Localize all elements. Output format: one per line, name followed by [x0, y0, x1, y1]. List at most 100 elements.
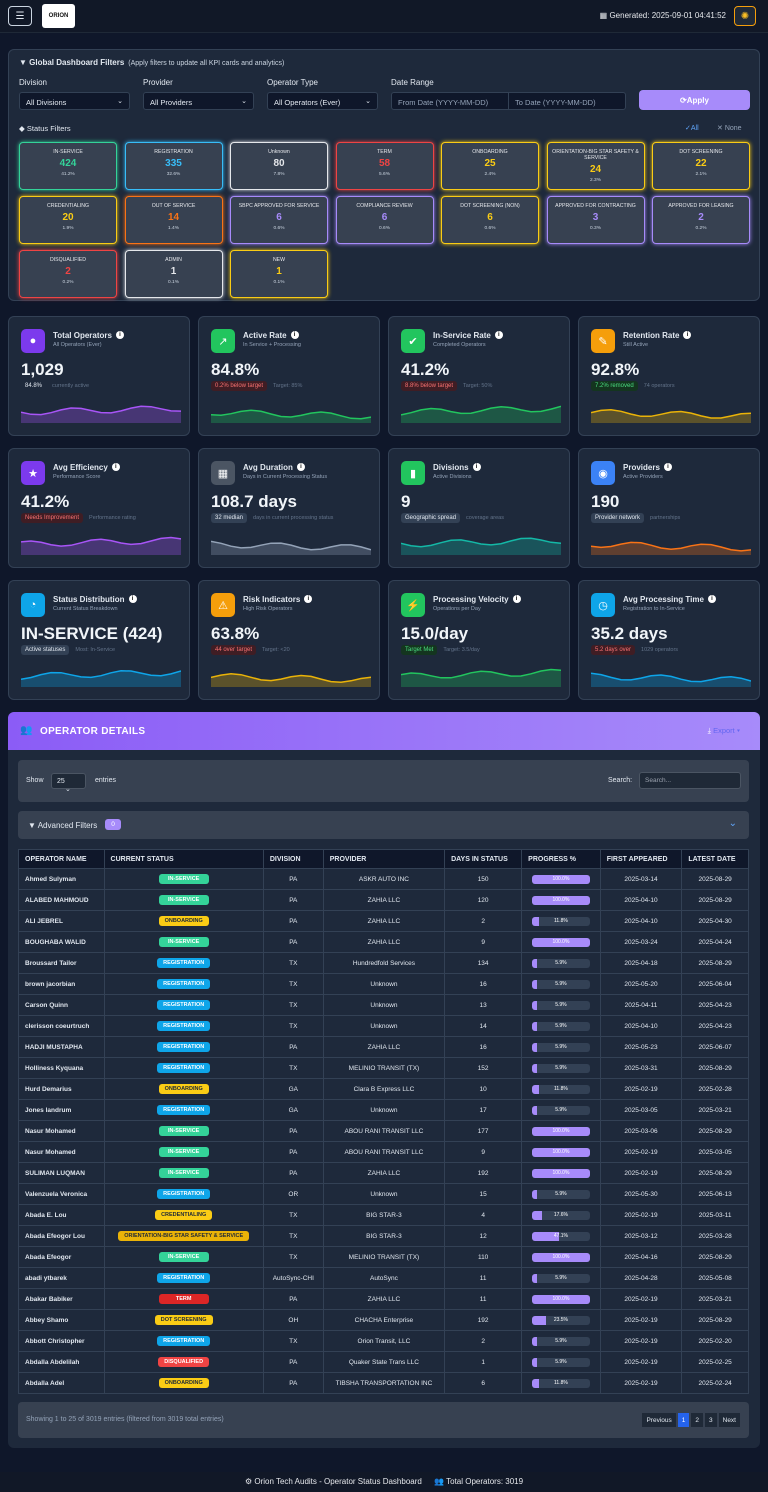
table-row[interactable]: Abada Efeogor Lou ORIENTATION-BIG STAR SA… — [18, 1225, 749, 1247]
table-row[interactable]: Valenzuela Veronica REGISTRATION OR Unknown… — [18, 1183, 749, 1205]
column-header[interactable]: DIVISION — [262, 849, 324, 869]
days-cell: 6 — [444, 1372, 523, 1394]
status-tile[interactable]: DOT SCREENING 22 2.1% — [652, 142, 750, 190]
first-appeared-cell: 2025-02-19 — [599, 1204, 683, 1226]
table-row[interactable]: brown jacorbian REGISTRATION TX Unknown 16 5.… — [18, 973, 749, 995]
column-header[interactable]: FIRST APPEARED — [599, 849, 683, 869]
status-tile[interactable]: ONBOARDING 25 2.4% — [441, 142, 539, 190]
column-header[interactable]: DAYS IN STATUS — [444, 849, 523, 869]
export-button[interactable]: ⤓ Export ▾ — [707, 726, 740, 735]
status-tile[interactable]: DISQUALIFIED 2 0.2% — [19, 250, 117, 298]
status-tile[interactable]: CREDENTIALING 20 1.9% — [19, 196, 117, 244]
table-row[interactable]: Abdalla Adel ONBOARDING PA TIBSHA TRANSPORT… — [18, 1372, 749, 1394]
latest-date-cell: 2025-04-30 — [681, 910, 749, 932]
table-row[interactable]: Abdalla Abdelilah DISQUALIFIED PA Quaker St… — [18, 1351, 749, 1373]
column-header[interactable]: PROVIDER — [322, 849, 446, 869]
info-icon[interactable]: i — [115, 331, 124, 339]
page-size-select[interactable]: 25 ⌄ — [51, 773, 86, 793]
table-row[interactable]: Abada Efeogor IN-SERVICE TX MELINIO TRANSIT… — [18, 1246, 749, 1268]
page-button[interactable]: Previous — [641, 1412, 677, 1428]
table-row[interactable]: Nasur Mohamed IN-SERVICE PA ABOU RANI TRANS… — [18, 1120, 749, 1142]
operator-name: Abada Efeogor Lou — [18, 1225, 105, 1247]
status-tile[interactable]: NEW 1 0.1% — [230, 250, 328, 298]
table-row[interactable]: abadi ytbarek REGISTRATION AutoSync-CHI Aut… — [18, 1267, 749, 1289]
status-tile[interactable]: APPROVED FOR LEASING 2 0.2% — [652, 196, 750, 244]
theme-toggle-button[interactable]: ✺ — [734, 6, 756, 26]
days-cell: 2 — [444, 910, 523, 932]
star-icon: ★ — [21, 461, 45, 485]
operator-name: Abbey Shamo — [18, 1309, 105, 1331]
provider-cell: ABOU RANI TRANSIT LLC — [322, 1120, 446, 1142]
page-button[interactable]: 1 — [676, 1412, 691, 1428]
info-icon[interactable]: i — [304, 595, 313, 603]
table-row[interactable]: HADJI MUSTAPHA REGISTRATION PA ZAHIA LLC 16 5… — [18, 1036, 749, 1058]
status-tile[interactable]: TERM 58 5.6% — [335, 142, 434, 190]
table-row[interactable]: SULIMAN LUQMAN IN-SERVICE PA ZAHIA LLC 192 10… — [18, 1162, 749, 1184]
search-input[interactable]: Search... — [639, 772, 741, 789]
table-row[interactable]: Abbey Shamo DOT SCREENING OH CHACHA Enterpr… — [18, 1309, 749, 1331]
to-date-input[interactable]: To Date (YYYY-MM-DD) — [508, 92, 626, 110]
status-tile[interactable]: SBPC APPROVED FOR SERVICE 6 0.6% — [230, 196, 328, 244]
filters-title: ▼ Global Dashboard Filters (Apply filters… — [19, 58, 285, 67]
select-all-button[interactable]: ✓All — [685, 125, 699, 132]
status-tile[interactable]: ORIENTATION-BIG STAR SAFETY & SERVICE 24 2… — [546, 142, 645, 190]
table-row[interactable]: Abada E. Lou CREDENTIALING TX BIG STAR-3 4 17… — [18, 1204, 749, 1226]
operator-type-select[interactable]: All Operators (Ever) ⌄ — [267, 92, 378, 110]
table-row[interactable]: Nasur Mohamed IN-SERVICE PA ABOU RANI TRANS… — [18, 1141, 749, 1163]
column-header[interactable]: PROGRESS % — [521, 849, 601, 869]
page-button[interactable]: Next — [717, 1412, 741, 1428]
calendar-icon: ▦ — [211, 461, 235, 485]
menu-button[interactable]: ☰ — [8, 6, 32, 26]
info-icon[interactable]: i — [494, 331, 503, 339]
table-row[interactable]: Jones landrum REGISTRATION GA Unknown 17 5.9%… — [18, 1099, 749, 1121]
status-tile[interactable]: IN-SERVICE 424 41.2% — [19, 142, 117, 190]
info-icon[interactable]: i — [683, 331, 692, 339]
column-header[interactable]: OPERATOR NAME — [18, 849, 105, 869]
status-tile[interactable]: COMPLIANCE REVIEW 6 0.6% — [335, 196, 434, 244]
status-tile[interactable]: Unknown 80 7.8% — [230, 142, 328, 190]
apply-button[interactable]: ⟳ Apply — [639, 90, 750, 110]
status-tile[interactable]: APPROVED FOR CONTRACTING 3 0.3% — [546, 196, 645, 244]
status-tile[interactable]: DOT SCREENING (NON) 6 0.6% — [441, 196, 539, 244]
info-icon[interactable]: i — [472, 463, 481, 471]
column-header[interactable]: LATEST DATE — [681, 849, 749, 869]
page-button[interactable]: 3 — [704, 1412, 718, 1428]
select-none-button[interactable]: ✕ None — [717, 125, 742, 132]
advanced-filters-toggle[interactable]: ▼ Advanced Filters 0 ⌄ — [18, 811, 749, 839]
column-header[interactable]: CURRENT STATUS — [103, 849, 264, 869]
page-button[interactable]: 2 — [690, 1412, 704, 1428]
table-row[interactable]: Holliness Kyquana REGISTRATION TX MELINIO T… — [18, 1057, 749, 1079]
table-row[interactable]: Abakar Babiker TERM PA ZAHIA LLC 11 100.0% 202… — [18, 1288, 749, 1310]
info-icon[interactable]: i — [296, 463, 305, 471]
from-date-input[interactable]: From Date (YYYY-MM-DD) — [391, 92, 509, 110]
info-icon[interactable]: i — [663, 463, 672, 471]
table-row[interactable]: BOUGHABA WALID IN-SERVICE PA ZAHIA LLC 9 100.… — [18, 931, 749, 953]
status-tile[interactable]: OUT OF SERVICE 14 1.4% — [124, 196, 223, 244]
table-row[interactable]: ALI JEBREL ONBOARDING PA ZAHIA LLC 2 11.8% 202… — [18, 910, 749, 932]
status-badge: REGISTRATION — [157, 1042, 211, 1052]
kpi-badge: 0.2% below target — [211, 381, 268, 391]
status-badge: REGISTRATION — [157, 958, 211, 968]
table-row[interactable]: Hurd Demarius ONBOARDING GA Clara B Express… — [18, 1078, 749, 1100]
provider-cell: ASKR AUTO INC — [322, 868, 446, 890]
kpi-badge: 32 median — [211, 513, 248, 523]
division-cell: PA — [262, 910, 324, 932]
info-icon[interactable]: i — [128, 595, 137, 603]
days-cell: 12 — [444, 1225, 523, 1247]
division-select[interactable]: All Divisions ⌄ — [19, 92, 130, 110]
table-row[interactable]: clerisson coeurtruch REGISTRATION TX Unknow… — [18, 1015, 749, 1037]
info-icon[interactable]: i — [707, 595, 716, 603]
table-row[interactable]: Ahmed Sulyman IN-SERVICE PA ASKR AUTO INC 15… — [18, 868, 749, 890]
status-tile-percent: 2.1% — [695, 172, 707, 177]
table-row[interactable]: Broussard Tailor REGISTRATION TX Hundredfol… — [18, 952, 749, 974]
table-row[interactable]: Carson Quinn REGISTRATION TX Unknown 13 5.9% 2… — [18, 994, 749, 1016]
status-tile[interactable]: REGISTRATION 335 32.6% — [124, 142, 223, 190]
table-row[interactable]: Abbott Christopher REGISTRATION TX Orion Tr… — [18, 1330, 749, 1352]
status-tile[interactable]: ADMIN 1 0.1% — [124, 250, 223, 298]
info-icon[interactable]: i — [290, 331, 299, 339]
info-icon[interactable]: i — [512, 595, 521, 603]
table-row[interactable]: ALABED MAHMOUD IN-SERVICE PA ZAHIA LLC 120 10… — [18, 889, 749, 911]
progress-bar: 17.6% — [531, 1210, 590, 1220]
provider-select[interactable]: All Providers ⌄ — [143, 92, 254, 110]
info-icon[interactable]: i — [111, 463, 120, 471]
